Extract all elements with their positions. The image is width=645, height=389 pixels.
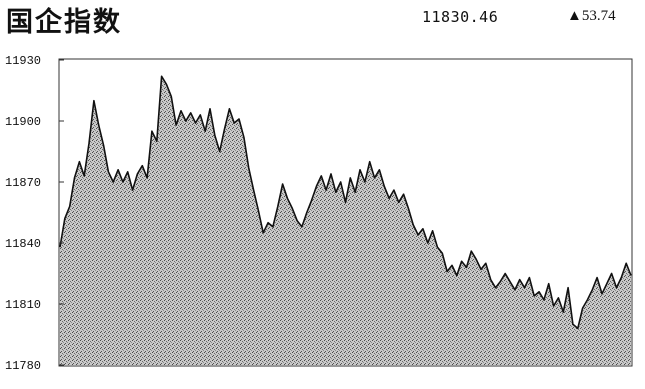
- last-value: 11830.46: [422, 8, 499, 26]
- index-area-chart: 11930 11900 11870 11840 11810 11780: [5, 54, 633, 373]
- y-tick-label: 11780: [5, 359, 41, 373]
- area-fill: [60, 76, 631, 366]
- y-tick-label: 11870: [5, 176, 41, 190]
- y-tick-label: 11900: [5, 115, 41, 129]
- y-tick-label: 11810: [5, 298, 41, 312]
- change-value: ▲53.74: [567, 8, 616, 24]
- series-line: [59, 75, 632, 330]
- chart-title: 国企指数: [6, 7, 122, 38]
- y-tick-label: 11930: [5, 54, 41, 68]
- y-tick-label: 11840: [5, 237, 41, 251]
